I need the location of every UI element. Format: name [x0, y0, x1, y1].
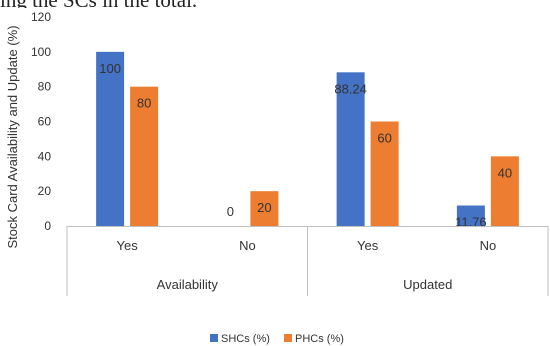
bar-phcs: [130, 86, 159, 227]
data-label: 0: [227, 204, 234, 219]
bar-shcs: [336, 72, 365, 226]
cutoff-caption-text: ing the SCs in the total.: [0, 0, 550, 8]
bars-layer: [96, 51, 519, 227]
y-axis-label: Stock Card Availability and Update (%): [5, 25, 20, 248]
x-axis: Yes No Yes No Availability Updated: [66, 226, 549, 296]
data-label: 100: [99, 61, 121, 76]
x-group-label: Updated: [403, 277, 452, 292]
legend-entry: PHCs (%): [295, 333, 344, 345]
data-labels-layer: 100 80 0 20 88.24 60 11.76 40: [99, 61, 512, 230]
data-label: 60: [377, 131, 391, 146]
legend: SHCs (%) PHCs (%): [210, 333, 344, 345]
data-label: 20: [257, 200, 271, 215]
y-tick-label: 120: [31, 10, 51, 24]
y-tick-label: 0: [44, 219, 51, 233]
x-tick-label: No: [239, 238, 256, 253]
y-tick-label: 100: [31, 45, 51, 59]
y-tick-label: 80: [38, 80, 52, 94]
legend-swatch-shcs: [210, 334, 218, 342]
data-label: 11.76: [455, 215, 487, 230]
legend-entry: SHCs (%): [221, 333, 270, 345]
y-tick-label: 60: [38, 115, 52, 129]
legend-swatch-phcs: [284, 334, 292, 342]
data-label: 88.24: [334, 81, 367, 96]
bar-shcs: [456, 205, 485, 226]
bar-phcs: [490, 156, 519, 226]
x-tick-label: Yes: [117, 238, 139, 253]
x-tick-label: Yes: [357, 238, 379, 253]
y-axis-ticks: 0 20 40 60 80 100 120: [31, 10, 51, 233]
bar-phcs: [370, 121, 399, 226]
data-label: 40: [498, 165, 512, 180]
x-tick-label: No: [480, 238, 497, 253]
bar-phcs: [250, 191, 279, 226]
x-group-label: Availability: [157, 277, 219, 292]
data-label: 80: [137, 96, 151, 111]
bar-shcs: [96, 51, 125, 227]
y-tick-label: 40: [38, 149, 52, 163]
y-tick-label: 20: [38, 184, 52, 198]
